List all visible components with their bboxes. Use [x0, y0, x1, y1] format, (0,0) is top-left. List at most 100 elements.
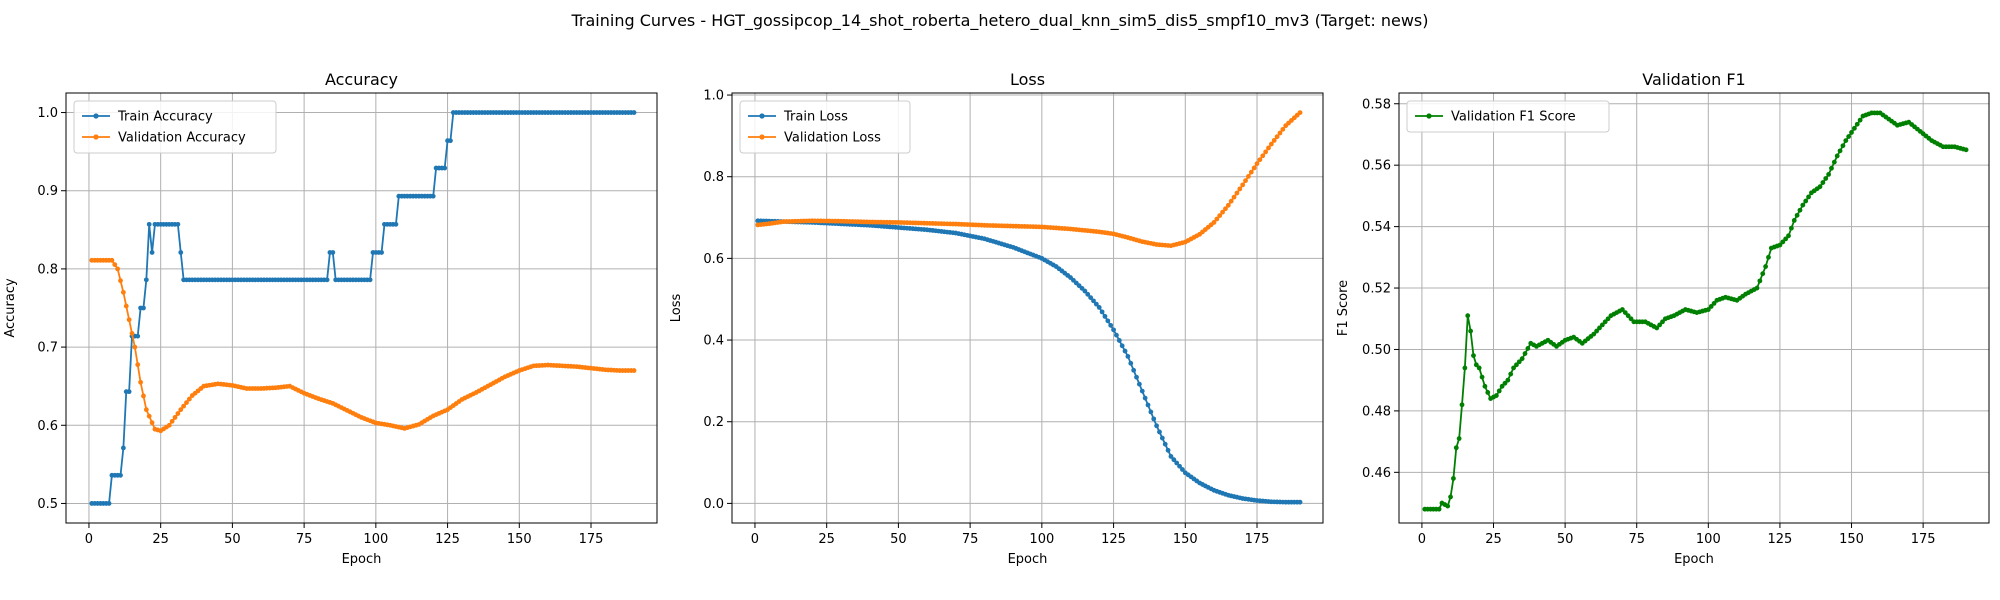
x-tick-label: 50 — [1557, 532, 1574, 547]
data-point — [1514, 362, 1519, 368]
data-point — [178, 250, 184, 255]
data-point — [1493, 393, 1499, 398]
legend: Train Loss Validation Loss — [739, 100, 911, 154]
data-point — [1260, 153, 1266, 159]
y-tick-label: 0.52 — [1362, 282, 1391, 297]
data-point — [1479, 374, 1485, 380]
data-point — [1246, 173, 1251, 179]
y-tick-label: 0.58 — [1362, 97, 1391, 112]
data-point — [1096, 304, 1102, 310]
data-point — [1231, 194, 1237, 200]
data-point — [1159, 435, 1165, 441]
data-point — [1251, 165, 1257, 171]
data-point — [1297, 110, 1303, 115]
y-tick-label: 0.54 — [1362, 220, 1391, 235]
data-point — [1803, 198, 1809, 204]
data-point — [1114, 332, 1119, 338]
data-point — [1240, 182, 1246, 188]
data-point — [1597, 325, 1602, 331]
axes-frame — [65, 92, 658, 524]
panel-title: Accuracy — [325, 70, 398, 89]
legend-box — [739, 100, 911, 154]
data-point — [1297, 499, 1303, 505]
data-point — [1462, 365, 1468, 371]
data-point — [1111, 327, 1116, 333]
data-point — [1473, 362, 1479, 368]
data-point — [1511, 365, 1516, 371]
data-point — [1837, 148, 1843, 154]
data-point — [1471, 353, 1476, 359]
x-tick-label: 25 — [818, 532, 835, 547]
data-point — [1834, 153, 1840, 159]
y-tick-label: 0.8 — [37, 262, 58, 277]
data-point — [1594, 328, 1600, 334]
data-point — [1591, 331, 1597, 337]
data-point — [112, 262, 118, 268]
y-tick-label: 0.46 — [1362, 466, 1391, 481]
y-axis-label: Accuracy — [3, 278, 18, 338]
data-point — [1605, 316, 1611, 322]
figure-title: Training Curves - HGT_gossipcop_14_shot_… — [571, 11, 1429, 31]
data-point — [1780, 239, 1786, 245]
data-point — [120, 289, 126, 295]
data-point — [123, 303, 129, 309]
x-tick-label: 25 — [152, 532, 169, 547]
x-tick-label: 125 — [435, 532, 460, 547]
data-point — [330, 250, 336, 255]
data-point — [172, 415, 178, 420]
x-axis-label: Epoch — [342, 552, 382, 567]
data-point — [1102, 313, 1108, 319]
chart-panel-1: 0 25 50 75 100 125 150 175 0.5 0.6 0.7 0.8 0.9 1.0 Acc… — [3, 70, 658, 567]
x-tick-label: 100 — [1029, 532, 1054, 547]
data-point — [138, 379, 143, 385]
x-tick-label: 0 — [85, 532, 93, 547]
x-tick-label: 100 — [1696, 532, 1721, 547]
x-tick-label: 175 — [579, 532, 604, 547]
data-point — [115, 266, 121, 272]
x-tick-label: 125 — [1101, 532, 1126, 547]
x-tick-label: 150 — [507, 532, 532, 547]
data-point — [1225, 202, 1231, 208]
data-point — [1274, 134, 1280, 140]
data-point — [1142, 395, 1148, 401]
data-point — [186, 396, 192, 402]
data-point — [1786, 233, 1791, 239]
data-point — [1168, 454, 1174, 459]
data-point — [1277, 130, 1283, 136]
data-point — [1085, 291, 1091, 297]
legend-swatch-marker — [93, 113, 99, 119]
data-point — [1840, 143, 1846, 149]
chart-panel-3: 0 25 50 75 100 125 150 175 0.46 0.48 0.50 0.52 0.54 0… — [1336, 70, 1990, 567]
data-point — [1817, 184, 1823, 190]
data-point — [1657, 322, 1663, 328]
data-point — [1843, 138, 1849, 144]
data-point — [1849, 130, 1854, 135]
data-point — [149, 420, 155, 426]
x-tick-label: 125 — [1768, 532, 1793, 547]
plot-area — [66, 93, 657, 523]
data-point — [1134, 374, 1139, 380]
plot-area — [1399, 93, 1989, 523]
data-point — [1263, 149, 1269, 155]
data-point — [1851, 125, 1857, 131]
y-tick-label: 0.4 — [703, 334, 724, 349]
data-point — [118, 472, 123, 478]
data-point — [135, 362, 141, 368]
x-tick-label: 0 — [1418, 532, 1426, 547]
y-tick-label: 1.0 — [703, 89, 724, 104]
data-point — [1654, 325, 1660, 331]
data-point — [1237, 186, 1243, 192]
data-point — [1099, 309, 1105, 315]
data-point — [1754, 285, 1760, 291]
legend-swatch-marker — [1426, 113, 1432, 119]
data-point — [1105, 318, 1111, 324]
y-tick-label: 0.2 — [703, 415, 724, 430]
data-point — [1628, 316, 1634, 322]
data-point — [1091, 298, 1096, 304]
data-point — [1088, 295, 1094, 300]
y-tick-label: 0.8 — [703, 170, 724, 185]
data-point — [1622, 310, 1628, 316]
data-point — [1268, 141, 1274, 147]
data-point — [1093, 301, 1099, 307]
